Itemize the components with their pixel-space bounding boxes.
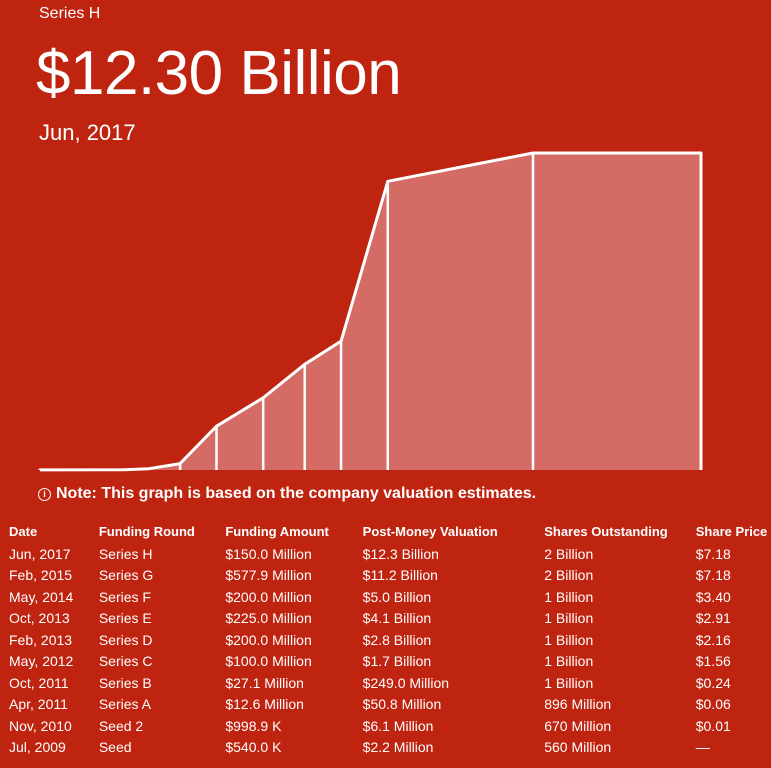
table-row[interactable]: Oct, 2011 Series B $27.1 Million $249.0 … [0,672,771,694]
cell-round: Seed [98,739,132,756]
cell-amount: $200.0 Million [225,631,312,648]
cell-valuation: $11.2 Billion [362,567,438,584]
chart-note: i Note: This graph is based on the compan… [38,485,536,503]
col-post-money-valuation: Post-Money Valuation [362,523,498,539]
cell-valuation: $1.7 Billion [362,653,432,670]
note-text: Note: This graph is based on the company… [56,485,537,502]
selected-date: Jun, 2017 [39,120,136,145]
cell-price: $0.01 [695,717,731,734]
cell-date: Feb, 2013 [9,631,73,648]
cell-date: Feb, 2015 [9,567,73,584]
cell-amount: $998.9 K [225,717,282,734]
cell-round: Series G [98,567,154,584]
col-shares-outstanding: Shares Outstanding [544,523,668,539]
cell-round: Series D [98,631,153,648]
cell-shares: 896 Million [544,696,612,713]
cell-round: Series B [98,674,152,691]
col-date: Date [9,523,38,539]
cell-price: $7.18 [695,545,731,562]
cell-date: Nov, 2010 [9,717,72,734]
cell-round: Seed 2 [98,717,144,734]
cell-valuation: $5.0 Billion [362,588,432,605]
cell-round: Series C [98,653,153,670]
table-row[interactable]: Jun, 2017 Series H $150.0 Million $12.3 … [0,543,771,565]
cell-round: Series A [98,696,151,713]
cell-price: — [695,739,710,756]
cell-price: $0.06 [695,696,731,713]
cell-date: Oct, 2013 [9,610,70,627]
cell-date: Jun, 2017 [9,545,71,562]
cell-price: $7.18 [695,567,731,584]
valuation-area [40,153,701,470]
col-funding-amount: Funding Amount [225,523,329,539]
cell-round: Series F [98,588,151,605]
cell-price: $3.40 [695,588,731,605]
table-row[interactable]: Nov, 2010 Seed 2 $998.9 K $6.1 Million 6… [0,715,771,737]
cell-shares: 1 Billion [544,653,594,670]
cell-shares: 2 Billion [544,567,594,584]
cell-shares: 560 Million [544,739,612,756]
cell-valuation: $50.8 Million [362,696,442,713]
cell-amount: $577.9 Million [225,567,312,584]
selected-valuation: $12.30 Billion [36,39,402,108]
cell-date: May, 2012 [9,653,74,670]
table-row[interactable]: Feb, 2015 Series G $577.9 Million $11.2 … [0,565,771,587]
cell-amount: $540.0 K [225,739,282,756]
col-funding-round: Funding Round [98,523,195,539]
cell-valuation: $2.2 Million [362,739,434,756]
table-header-row: Date Funding Round Funding Amount Post-M… [0,519,771,543]
table-row[interactable]: May, 2012 Series C $100.0 Million $1.7 B… [0,651,771,673]
cell-amount: $200.0 Million [225,588,312,605]
cell-shares: 1 Billion [544,674,594,691]
cell-shares: 1 Billion [544,631,594,648]
selected-round-label: Series H [39,5,101,22]
col-share-price: Share Price [695,523,768,539]
cell-valuation: $249.0 Million [362,674,450,691]
cell-date: Jul, 2009 [9,739,66,756]
cell-valuation: $2.8 Billion [362,631,432,648]
cell-date: Apr, 2011 [9,696,68,713]
table-row[interactable]: May, 2014 Series F $200.0 Million $5.0 B… [0,586,771,608]
cell-valuation: $4.1 Billion [362,610,432,627]
cell-shares: 670 Million [544,717,612,734]
table-row[interactable]: Oct, 2013 Series E $225.0 Million $4.1 B… [0,608,771,630]
cell-round: Series E [98,610,152,627]
cell-price: $0.24 [695,674,731,691]
table-row[interactable]: Apr, 2011 Series A $12.6 Million $50.8 M… [0,694,771,716]
table-row[interactable]: Jul, 2009 Seed $540.0 K $2.2 Million 560… [0,737,771,759]
cell-date: May, 2014 [9,588,74,605]
cell-shares: 1 Billion [544,610,594,627]
valuation-area-chart [38,151,703,472]
cell-amount: $27.1 Million [225,674,304,691]
cell-amount: $225.0 Million [225,610,312,627]
cell-amount: $12.6 Million [225,696,304,713]
cell-valuation: $6.1 Million [362,717,434,734]
cell-price: $1.56 [695,653,731,670]
cell-date: Oct, 2011 [9,674,69,691]
table-row[interactable]: Feb, 2013 Series D $200.0 Million $2.8 B… [0,629,771,651]
info-icon: i [38,488,51,501]
funding-table: Date Funding Round Funding Amount Post-M… [0,519,771,758]
cell-round: Series H [98,545,153,562]
cell-price: $2.16 [695,631,731,648]
cell-shares: 1 Billion [544,588,594,605]
cell-valuation: $12.3 Billion [362,545,439,562]
cell-amount: $150.0 Million [225,545,312,562]
cell-price: $2.91 [695,610,731,627]
cell-amount: $100.0 Million [225,653,312,670]
cell-shares: 2 Billion [544,545,594,562]
